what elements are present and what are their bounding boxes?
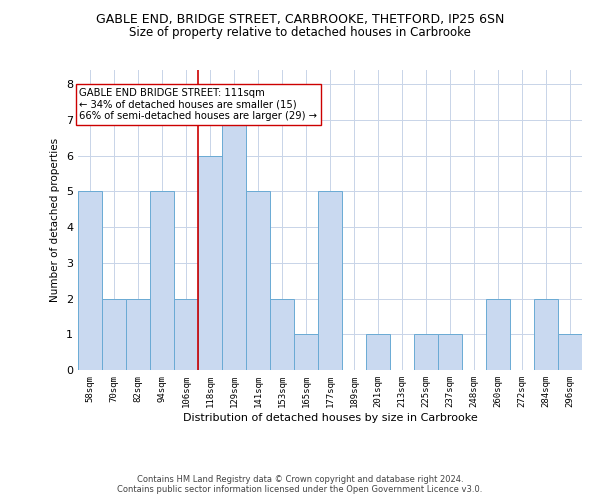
- Bar: [558, 334, 582, 370]
- Bar: [318, 192, 342, 370]
- Y-axis label: Number of detached properties: Number of detached properties: [50, 138, 61, 302]
- Text: GABLE END BRIDGE STREET: 111sqm
← 34% of detached houses are smaller (15)
66% of: GABLE END BRIDGE STREET: 111sqm ← 34% of…: [79, 88, 317, 121]
- Text: GABLE END, BRIDGE STREET, CARBROOKE, THETFORD, IP25 6SN: GABLE END, BRIDGE STREET, CARBROOKE, THE…: [96, 12, 504, 26]
- Bar: [270, 298, 294, 370]
- Bar: [174, 298, 198, 370]
- Bar: [366, 334, 390, 370]
- Text: Size of property relative to detached houses in Carbrooke: Size of property relative to detached ho…: [129, 26, 471, 39]
- Text: Contains HM Land Registry data © Crown copyright and database right 2024.: Contains HM Land Registry data © Crown c…: [137, 476, 463, 484]
- Bar: [126, 298, 150, 370]
- Bar: [102, 298, 126, 370]
- Bar: [246, 192, 270, 370]
- Bar: [486, 298, 510, 370]
- X-axis label: Distribution of detached houses by size in Carbrooke: Distribution of detached houses by size …: [182, 412, 478, 422]
- Bar: [222, 120, 246, 370]
- Bar: [414, 334, 438, 370]
- Bar: [78, 192, 102, 370]
- Bar: [534, 298, 558, 370]
- Bar: [198, 156, 222, 370]
- Text: Contains public sector information licensed under the Open Government Licence v3: Contains public sector information licen…: [118, 484, 482, 494]
- Bar: [150, 192, 174, 370]
- Bar: [438, 334, 462, 370]
- Bar: [294, 334, 318, 370]
